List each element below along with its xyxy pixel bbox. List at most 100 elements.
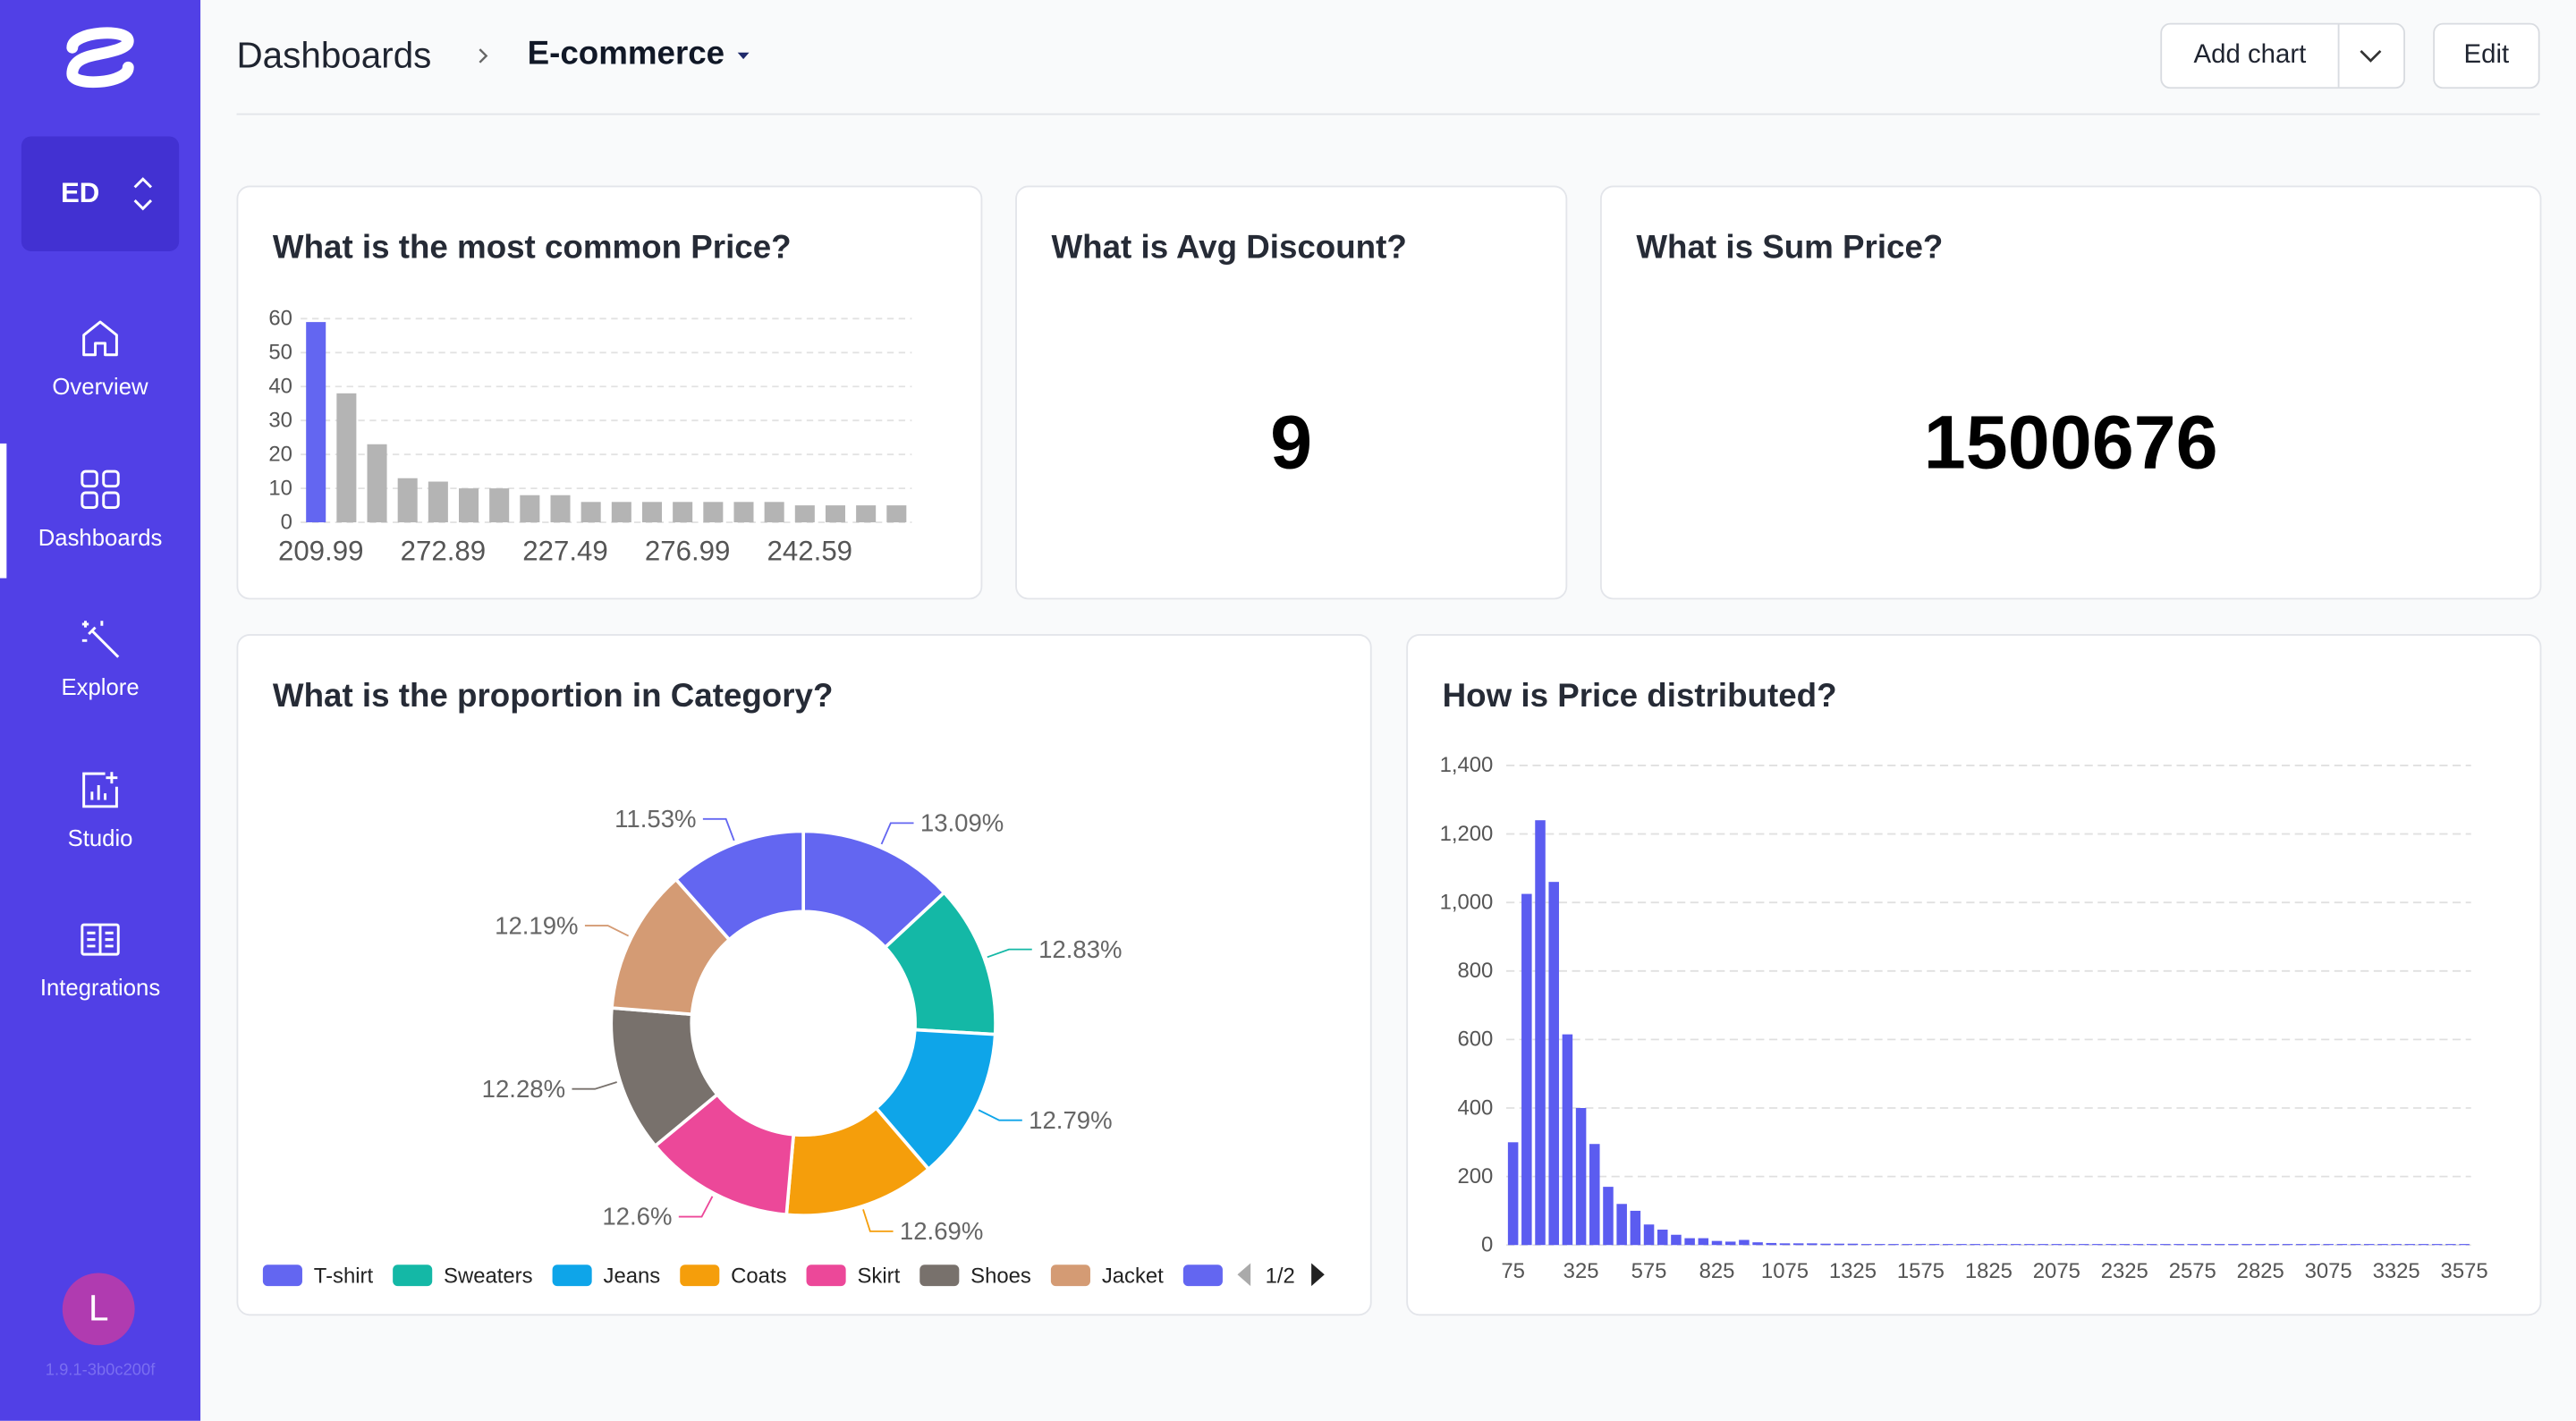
histogram-bar — [2309, 1244, 2320, 1246]
nav-item[interactable]: Explore — [0, 618, 200, 700]
explore-icon — [81, 621, 120, 658]
active-indicator — [0, 443, 7, 579]
histogram-bar — [1983, 1244, 1995, 1246]
bar — [856, 505, 877, 523]
add-chart-button[interactable]: Add chart — [2160, 22, 2405, 89]
x-tick-label: 325 — [1563, 1259, 1599, 1283]
metric-card: What is Sum Price? 1500676 — [1599, 185, 2542, 600]
histogram-bar — [2336, 1244, 2348, 1246]
edit-button[interactable]: Edit — [2433, 22, 2540, 89]
y-tick-label: 20 — [268, 443, 292, 467]
histogram-bar — [1766, 1242, 1777, 1246]
nav-item[interactable]: Integrations — [0, 918, 200, 1001]
histogram-bar — [2214, 1244, 2225, 1246]
histogram-bar — [2363, 1244, 2375, 1246]
data-label: 11.53% — [614, 805, 696, 833]
legend-label[interactable]: Sweaters — [444, 1264, 533, 1288]
legend-swatch[interactable] — [1050, 1265, 1090, 1287]
histogram-bar — [2241, 1244, 2252, 1246]
legend-swatch[interactable] — [806, 1265, 846, 1287]
legend-swatch[interactable] — [919, 1265, 960, 1287]
data-label: 12.6% — [602, 1203, 672, 1231]
button-label: Add chart — [2193, 40, 2307, 70]
nav-item[interactable]: Overview — [0, 317, 200, 399]
legend-swatch[interactable] — [1182, 1265, 1223, 1287]
bar — [489, 488, 510, 523]
histogram-bar — [2459, 1244, 2470, 1246]
legend-swatch[interactable] — [680, 1265, 720, 1287]
histogram-bar — [1739, 1239, 1750, 1246]
studio-icon — [82, 772, 118, 808]
histogram-bar — [1589, 1144, 1600, 1246]
legend-prev[interactable] — [1237, 1263, 1251, 1287]
bar — [520, 495, 540, 523]
legend-label[interactable]: Jeans — [604, 1264, 661, 1288]
version: 1.9.1-3b0c200f — [45, 1361, 156, 1380]
data-label: 13.09% — [920, 809, 1004, 837]
x-tick-label: 1825 — [1965, 1259, 2012, 1283]
x-tick-label: 242.59 — [767, 535, 853, 566]
bar — [397, 478, 418, 523]
histogram-bar — [2255, 1244, 2266, 1246]
bar — [367, 444, 387, 523]
histogram-bar — [2106, 1244, 2116, 1246]
legend-label[interactable]: Jacket — [1102, 1264, 1164, 1288]
dashboards-icon — [80, 469, 120, 510]
histogram-bar — [2404, 1244, 2416, 1246]
bar — [550, 495, 571, 523]
label-line — [862, 1209, 894, 1232]
nav-label: Studio — [67, 825, 133, 851]
histogram-bar — [1847, 1243, 1859, 1246]
bar — [733, 502, 754, 523]
logo[interactable] — [65, 25, 134, 90]
nav-label: Explore — [61, 673, 140, 700]
bar — [641, 502, 663, 523]
histogram-bar — [1562, 1034, 1573, 1246]
metric-card: What is Avg Discount? 9 — [1015, 185, 1568, 600]
histogram-bar — [2160, 1244, 2171, 1246]
dropdown-icon[interactable] — [2358, 46, 2384, 65]
x-tick-label: 3575 — [2441, 1259, 2488, 1283]
histogram-bar — [2064, 1244, 2076, 1246]
legend-label[interactable]: Shoes — [970, 1264, 1031, 1288]
histogram-bar — [2010, 1244, 2021, 1246]
dashboard-name[interactable]: E-commerce — [527, 36, 725, 72]
legend-swatch[interactable] — [262, 1265, 302, 1287]
histogram-bar — [2296, 1244, 2307, 1246]
y-tick-label: 50 — [268, 341, 292, 365]
workspace-switcher[interactable]: ED — [21, 136, 180, 252]
data-label: 12.79% — [1029, 1106, 1112, 1134]
histogram-bar — [2282, 1244, 2293, 1246]
x-tick-label: 825 — [1699, 1259, 1735, 1283]
dashboard-caret[interactable] — [736, 49, 752, 63]
data-label: 12.69% — [900, 1217, 983, 1245]
nav-item[interactable]: Dashboards — [0, 468, 200, 550]
histogram-bar — [2268, 1244, 2280, 1246]
legend-swatch[interactable] — [552, 1265, 592, 1287]
y-tick-label: 1,200 — [1440, 822, 1494, 846]
x-tick-label: 575 — [1631, 1259, 1667, 1283]
histogram-bar — [2377, 1244, 2388, 1246]
breadcrumb[interactable]: Dashboards — [236, 34, 432, 76]
card-title: How is Price distributed? — [1442, 678, 1837, 715]
label-line — [584, 925, 630, 937]
card-title: What is Avg Discount? — [1051, 230, 1407, 266]
y-tick-label: 1,000 — [1440, 891, 1494, 915]
bar — [703, 502, 724, 523]
histogram-bar — [1603, 1187, 1614, 1246]
nav-item[interactable]: Studio — [0, 769, 200, 851]
legend-page: 1/2 — [1266, 1264, 1295, 1288]
x-tick-label: 276.99 — [645, 535, 731, 566]
legend-next[interactable] — [1311, 1263, 1325, 1287]
x-tick-label: 2325 — [2101, 1259, 2148, 1283]
x-tick-label: 1075 — [1761, 1259, 1809, 1283]
legend-label[interactable]: Coats — [731, 1264, 786, 1288]
avatar[interactable]: L — [62, 1273, 135, 1346]
histogram-bar — [1956, 1244, 1967, 1246]
legend-label[interactable]: T-shirt — [314, 1264, 374, 1288]
legend-label[interactable]: Skirt — [857, 1264, 900, 1288]
legend-swatch[interactable] — [393, 1265, 433, 1287]
bar — [459, 488, 479, 523]
